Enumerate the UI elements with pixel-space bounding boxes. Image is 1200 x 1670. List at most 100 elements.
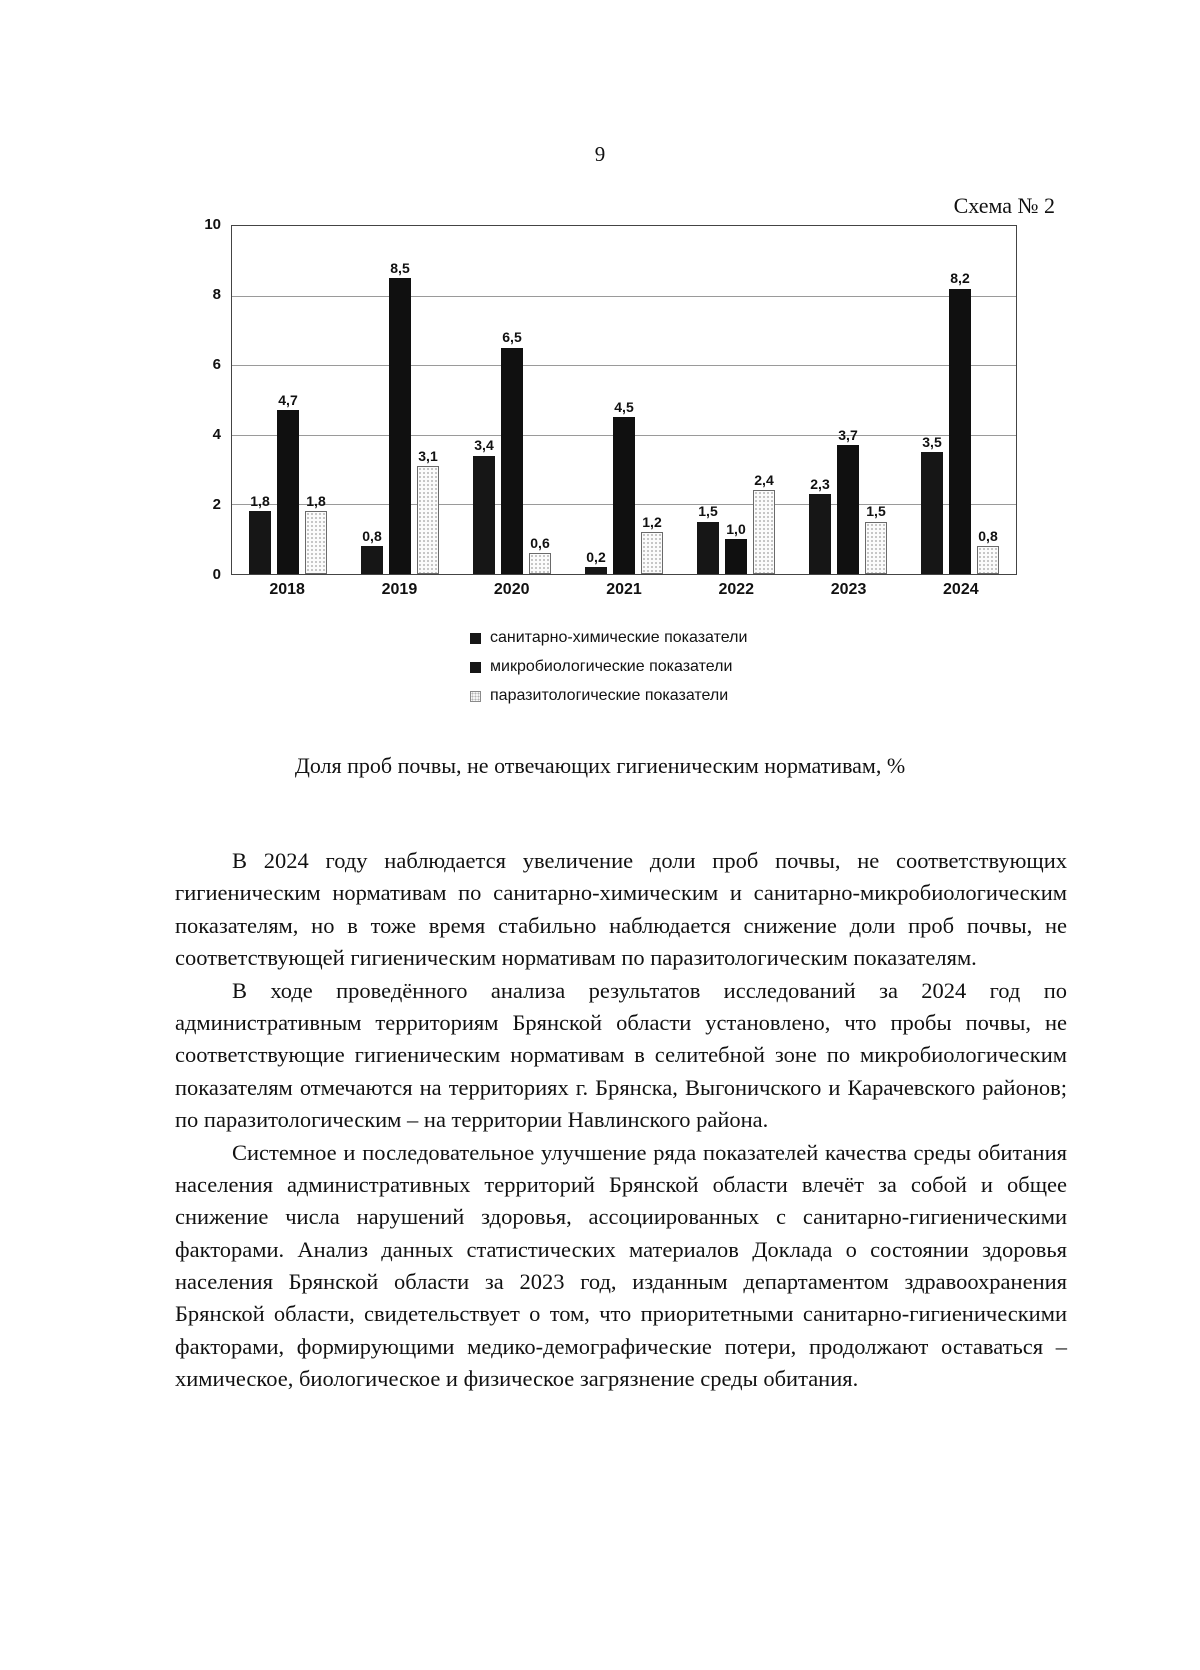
legend-item: паразитологические показатели — [470, 687, 1017, 705]
bar-value-label: 8,5 — [390, 259, 410, 276]
bar — [277, 410, 299, 574]
y-tick-label: 8 — [212, 286, 221, 303]
bar-group: 1,5 1,0 2,4 — [680, 226, 792, 574]
bar — [837, 445, 859, 574]
bar — [949, 288, 971, 574]
x-axis: 2018 2019 2020 2021 2022 2023 2024 — [231, 581, 1017, 599]
bar-value-label: 6,5 — [502, 329, 522, 346]
bar — [473, 455, 495, 574]
bar — [501, 347, 523, 574]
bar-value-label: 1,5 — [698, 503, 718, 520]
bar-value-label: 1,5 — [866, 503, 886, 520]
paragraph: В ходе проведённого анализа результатов … — [175, 977, 1067, 1133]
page-number: 9 — [594, 142, 606, 166]
x-axis-label: 2018 — [269, 581, 305, 598]
bar-value-label: 3,4 — [474, 437, 494, 454]
legend-marker-icon — [470, 632, 481, 644]
gridline — [232, 295, 1016, 297]
bar-slot: 0,6 — [528, 226, 553, 574]
bar — [585, 567, 607, 574]
bar — [697, 521, 719, 574]
bar-group: 3,5 8,2 0,8 — [904, 226, 1016, 574]
bar-slot: 2,4 — [752, 226, 777, 574]
x-axis-label: 2024 — [943, 581, 979, 598]
bar — [725, 539, 747, 574]
bar — [809, 493, 831, 574]
bar — [529, 553, 551, 574]
bar-chart: 0 2 4 6 8 10 1,8 4,7 1,8 0,8 8,5 3,1 3,4 6,5 0,6 0,2 4,… — [185, 216, 1017, 705]
bar-value-label: 4,7 — [278, 392, 298, 409]
bar-slot: 3,7 — [836, 226, 861, 574]
bar-slot: 1,5 — [696, 226, 721, 574]
paragraph: В 2024 году наблюдается увеличение доли … — [175, 848, 1067, 971]
y-tick-label: 2 — [212, 496, 221, 513]
y-tick-label: 4 — [212, 426, 221, 443]
bar-value-label: 1,8 — [250, 492, 270, 509]
bar-value-label: 3,1 — [418, 447, 438, 464]
bar-slot: 3,4 — [472, 226, 497, 574]
bar-slot: 4,5 — [612, 226, 637, 574]
x-axis-row: 2018 2019 2020 2021 2022 2023 2024 — [185, 581, 1017, 599]
legend-marker-icon — [470, 661, 481, 673]
bar-value-label: 2,3 — [810, 475, 830, 492]
x-axis-label: 2021 — [606, 581, 642, 598]
legend-label: санитарно-химические показатели — [490, 629, 748, 646]
bar-value-label: 3,5 — [922, 433, 942, 450]
legend-label: паразитологические показатели — [490, 687, 729, 704]
bar-slot: 8,2 — [948, 226, 973, 574]
bar — [865, 521, 887, 574]
gridline — [232, 365, 1016, 367]
bar — [977, 546, 999, 574]
bar-value-label: 4,5 — [614, 399, 634, 416]
bar — [305, 511, 327, 574]
bar-group: 3,4 6,5 0,6 — [456, 226, 568, 574]
bar — [753, 490, 775, 574]
bar — [417, 466, 439, 574]
bar-slot: 1,0 — [724, 226, 749, 574]
bar-slot: 1,8 — [248, 226, 273, 574]
y-tick-label: 6 — [212, 356, 221, 373]
bar-slot: 4,7 — [276, 226, 301, 574]
bar — [613, 417, 635, 574]
scheme-label: Схема № 2 — [953, 193, 1055, 218]
y-tick-label: 0 — [212, 566, 221, 583]
bar-slot: 0,8 — [360, 226, 385, 574]
y-axis-spacer — [185, 581, 231, 599]
bar-value-label: 2,4 — [754, 472, 774, 489]
legend-label: микробиологические показатели — [490, 658, 733, 675]
x-axis-label: 2022 — [718, 581, 755, 598]
bar — [361, 546, 383, 574]
bar-slot: 3,5 — [920, 226, 945, 574]
bar-slot: 3,1 — [416, 226, 441, 574]
bar-value-label: 1,8 — [306, 492, 326, 509]
bar-group: 0,2 4,5 1,2 — [568, 226, 680, 574]
bar-slot: 1,2 — [640, 226, 665, 574]
bar-value-label: 8,2 — [950, 270, 970, 287]
bar-group: 2,3 3,7 1,5 — [792, 226, 904, 574]
plot-area: 1,8 4,7 1,8 0,8 8,5 3,1 3,4 6,5 0,6 0,2 4,5 1,2 1,5 1… — [231, 225, 1017, 575]
x-axis-label: 2023 — [830, 581, 867, 598]
y-axis: 0 2 4 6 8 10 — [185, 216, 231, 583]
bar-slot: 1,5 — [864, 226, 889, 574]
bar-groups: 1,8 4,7 1,8 0,8 8,5 3,1 3,4 6,5 0,6 0,2 4,5 1,2 1,5 1… — [232, 226, 1016, 574]
bar-group: 1,8 4,7 1,8 — [232, 226, 344, 574]
bar-slot: 8,5 — [388, 226, 413, 574]
bar — [641, 532, 663, 574]
y-tick-label: 10 — [204, 216, 221, 233]
bar-group: 0,8 8,5 3,1 — [344, 226, 456, 574]
x-axis-label: 2020 — [493, 581, 530, 598]
bar — [389, 278, 411, 574]
bar-slot: 2,3 — [808, 226, 833, 574]
legend-marker-icon — [470, 690, 481, 702]
bar-slot: 6,5 — [500, 226, 525, 574]
bar-value-label: 0,8 — [978, 527, 998, 544]
chart-legend: санитарно-химические показатели микробиол… — [470, 629, 1017, 705]
bar-slot: 0,8 — [976, 226, 1001, 574]
bar-value-label: 0,6 — [530, 534, 550, 551]
x-axis-label: 2019 — [381, 581, 418, 598]
bar-slot: 1,8 — [304, 226, 329, 574]
bar — [249, 511, 271, 574]
bar-value-label: 0,8 — [362, 527, 382, 544]
chart-caption: Доля проб почвы, не отвечающих гигиениче… — [294, 753, 906, 778]
bar-slot: 0,2 — [584, 226, 609, 574]
